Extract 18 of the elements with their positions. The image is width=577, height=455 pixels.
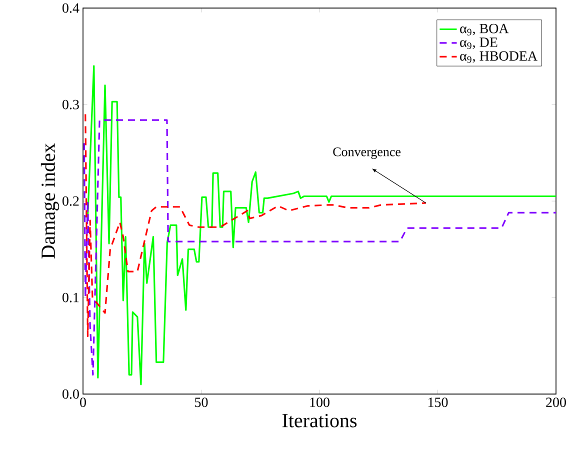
legend-label: α$_{9}$, HBODEA (460, 51, 538, 63)
y-tick-label: 0.0 (62, 389, 79, 399)
line-series (84, 65, 556, 386)
x-axis-title: Iterations (282, 414, 357, 428)
y-tick-label: 0.1 (62, 292, 79, 302)
x-tick-label: 0 (80, 398, 86, 408)
legend-label: α$_{9}$, BOA (460, 24, 509, 36)
y-axis-title: Damage index (40, 143, 60, 258)
y-tick-label: 0.2 (62, 196, 79, 206)
y-tick-label: 0.3 (62, 100, 79, 110)
annotation: Convergence (333, 148, 401, 159)
x-tick-label: 200 (546, 398, 566, 408)
x-tick-label: 50 (195, 398, 208, 408)
legend-label: α$_{9}$, DE (460, 38, 498, 50)
line-series (83, 119, 556, 376)
x-tick-label: 150 (428, 398, 448, 408)
y-tick-label: 0.4 (62, 3, 80, 13)
x-tick-label: 100 (310, 398, 330, 408)
